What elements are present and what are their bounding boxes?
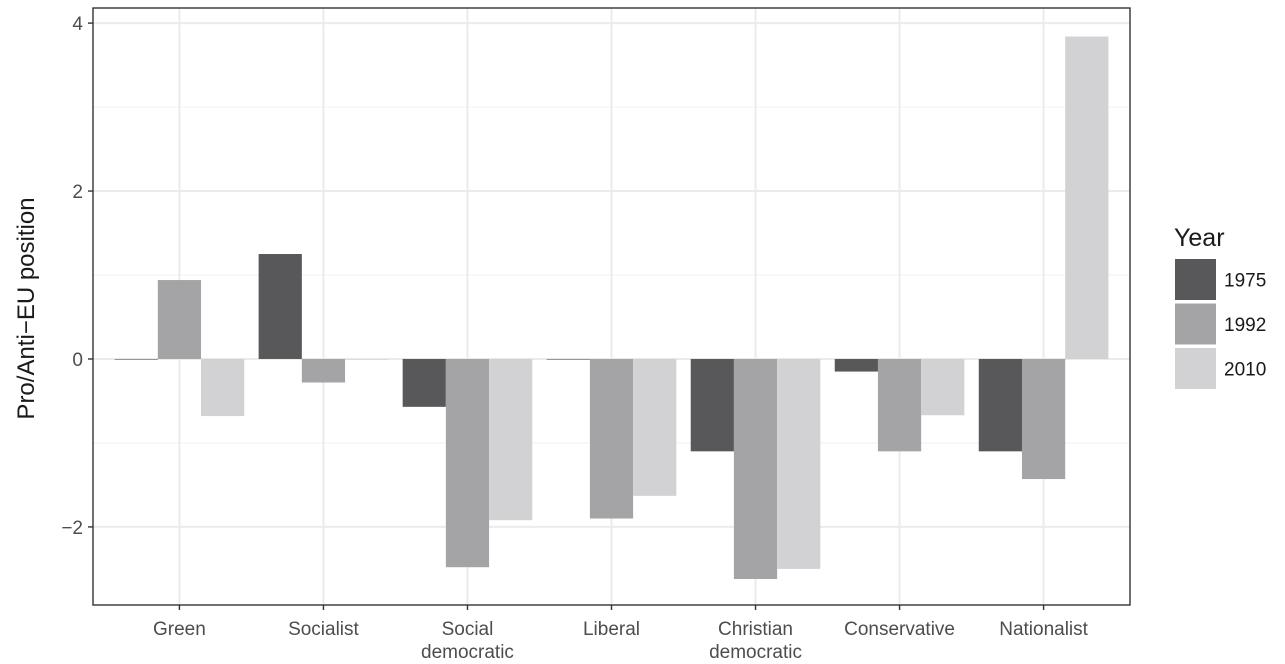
legend-title: Year [1174, 224, 1225, 252]
bar-2010 [1065, 36, 1109, 359]
legend-label: 1992 [1224, 315, 1266, 336]
legend-key-1992 [1175, 303, 1216, 345]
bar-1992 [733, 358, 778, 579]
legend: Year 1975 1992 2010 [1174, 224, 1266, 389]
bar-2010 [921, 358, 965, 416]
bar-1992 [1021, 358, 1066, 480]
bar-1992 [445, 358, 490, 568]
x-tick-label: Green [153, 619, 206, 640]
bar-1992 [589, 358, 634, 519]
bar-1975 [834, 358, 878, 372]
bar-1975 [978, 358, 1022, 452]
x-tick-label: Liberal [583, 619, 640, 640]
bar-1975 [402, 358, 446, 407]
bar-2010 [777, 358, 821, 569]
y-tick-label: 0 [72, 350, 83, 371]
x-tick-label: Conservative [844, 619, 955, 640]
x-tick-label: Nationalist [999, 619, 1088, 640]
y-axis-title: Pro/Anti−EU position [13, 197, 40, 419]
y-tick-label: −2 [61, 518, 83, 539]
axis-layer: −2 0 2 4 Green Socialist Social democratic Liber… [61, 14, 1088, 663]
x-tick-label: Socialist [288, 619, 359, 640]
x-tick-label: Social democratic [421, 619, 514, 663]
y-tick-label: 4 [72, 14, 83, 35]
legend-key-2010 [1175, 348, 1216, 389]
bar-2010 [201, 358, 245, 417]
bar-1992 [301, 358, 346, 383]
bar-1975 [114, 358, 158, 360]
x-tick-label: Christian democratic [709, 619, 802, 663]
bar-2010 [489, 358, 533, 521]
legend-label: 2010 [1224, 360, 1266, 381]
bar-1992 [157, 280, 202, 359]
legend-key-1975 [1175, 259, 1216, 300]
bar-1975 [690, 358, 734, 452]
bar-2010 [633, 358, 677, 496]
legend-label: 1975 [1224, 271, 1266, 292]
bar-1975 [258, 254, 302, 359]
bar-1992 [877, 358, 922, 452]
bars-layer [114, 36, 1109, 579]
y-tick-label: 2 [72, 182, 83, 203]
bar-1975 [546, 358, 590, 360]
bar-2010 [345, 358, 389, 360]
